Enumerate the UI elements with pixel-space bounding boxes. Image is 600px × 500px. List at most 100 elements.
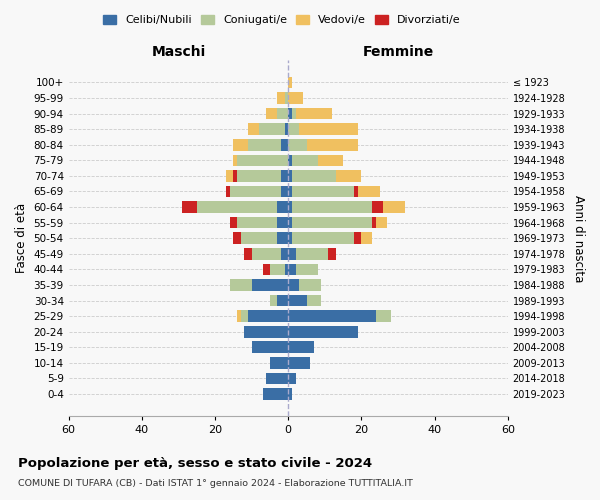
Bar bbox=[233, 232, 241, 244]
Bar bbox=[288, 357, 310, 368]
Bar bbox=[288, 124, 299, 135]
Bar bbox=[241, 310, 248, 322]
Bar bbox=[296, 108, 332, 120]
Bar bbox=[248, 139, 281, 150]
Bar bbox=[281, 139, 288, 150]
Text: Popolazione per età, sesso e stato civile - 2024: Popolazione per età, sesso e stato civil… bbox=[18, 458, 372, 470]
Y-axis label: Anni di nascita: Anni di nascita bbox=[572, 194, 585, 282]
Bar bbox=[226, 170, 233, 182]
Bar bbox=[251, 342, 288, 353]
Bar bbox=[292, 170, 336, 182]
Bar bbox=[277, 201, 288, 213]
Bar bbox=[288, 92, 303, 104]
Bar bbox=[354, 232, 361, 244]
Bar bbox=[233, 170, 237, 182]
Bar bbox=[226, 186, 230, 198]
Bar bbox=[292, 217, 373, 228]
Bar bbox=[328, 248, 336, 260]
Bar bbox=[244, 248, 251, 260]
Bar bbox=[277, 217, 288, 228]
Bar bbox=[263, 264, 270, 275]
Bar bbox=[292, 186, 354, 198]
Bar bbox=[237, 217, 277, 228]
Bar bbox=[292, 154, 317, 166]
Bar bbox=[354, 186, 358, 198]
Bar bbox=[284, 92, 288, 104]
Bar bbox=[288, 342, 314, 353]
Bar bbox=[284, 124, 288, 135]
Bar bbox=[296, 248, 328, 260]
Bar bbox=[281, 170, 288, 182]
Bar bbox=[270, 294, 277, 306]
Bar bbox=[296, 264, 317, 275]
Bar bbox=[277, 232, 288, 244]
Bar bbox=[230, 279, 251, 291]
Text: Femmine: Femmine bbox=[362, 45, 434, 59]
Bar bbox=[284, 264, 288, 275]
Bar bbox=[266, 108, 277, 120]
Bar bbox=[263, 388, 288, 400]
Bar bbox=[288, 108, 292, 120]
Bar bbox=[288, 279, 299, 291]
Bar bbox=[299, 279, 321, 291]
Text: Maschi: Maschi bbox=[151, 45, 206, 59]
Text: COMUNE DI TUFARA (CB) - Dati ISTAT 1° gennaio 2024 - Elaborazione TUTTITALIA.IT: COMUNE DI TUFARA (CB) - Dati ISTAT 1° ge… bbox=[18, 479, 413, 488]
Bar bbox=[259, 124, 284, 135]
Legend: Celibi/Nubili, Coniugati/e, Vedovi/e, Divorziati/e: Celibi/Nubili, Coniugati/e, Vedovi/e, Di… bbox=[99, 10, 465, 30]
Bar bbox=[288, 154, 292, 166]
Bar bbox=[197, 201, 277, 213]
Bar bbox=[230, 186, 281, 198]
Bar bbox=[288, 232, 292, 244]
Bar bbox=[288, 248, 296, 260]
Bar bbox=[292, 108, 296, 120]
Bar bbox=[237, 154, 288, 166]
Bar bbox=[237, 170, 281, 182]
Bar bbox=[361, 232, 373, 244]
Bar bbox=[288, 326, 358, 338]
Bar bbox=[281, 248, 288, 260]
Bar bbox=[373, 201, 383, 213]
Bar bbox=[288, 170, 292, 182]
Bar bbox=[288, 372, 296, 384]
Bar bbox=[288, 264, 296, 275]
Bar bbox=[299, 124, 358, 135]
Bar bbox=[241, 232, 277, 244]
Bar bbox=[288, 201, 292, 213]
Bar bbox=[277, 108, 288, 120]
Bar bbox=[270, 264, 284, 275]
Y-axis label: Fasce di età: Fasce di età bbox=[15, 203, 28, 274]
Bar bbox=[244, 326, 288, 338]
Bar bbox=[237, 310, 241, 322]
Bar bbox=[292, 232, 354, 244]
Bar bbox=[292, 201, 373, 213]
Bar bbox=[182, 201, 197, 213]
Bar bbox=[251, 279, 288, 291]
Bar bbox=[373, 217, 376, 228]
Bar bbox=[376, 310, 391, 322]
Bar bbox=[288, 76, 292, 88]
Bar bbox=[317, 154, 343, 166]
Bar bbox=[288, 186, 292, 198]
Bar bbox=[336, 170, 361, 182]
Bar bbox=[288, 310, 376, 322]
Bar bbox=[277, 92, 284, 104]
Bar bbox=[266, 372, 288, 384]
Bar bbox=[248, 124, 259, 135]
Bar bbox=[277, 294, 288, 306]
Bar bbox=[251, 248, 281, 260]
Bar bbox=[376, 217, 387, 228]
Bar bbox=[233, 154, 237, 166]
Bar bbox=[233, 139, 248, 150]
Bar bbox=[358, 186, 380, 198]
Bar bbox=[288, 217, 292, 228]
Bar bbox=[288, 294, 307, 306]
Bar bbox=[307, 139, 358, 150]
Bar bbox=[288, 388, 292, 400]
Bar bbox=[288, 139, 307, 150]
Bar bbox=[270, 357, 288, 368]
Bar bbox=[281, 186, 288, 198]
Bar bbox=[307, 294, 321, 306]
Bar bbox=[248, 310, 288, 322]
Bar bbox=[383, 201, 406, 213]
Bar bbox=[230, 217, 237, 228]
